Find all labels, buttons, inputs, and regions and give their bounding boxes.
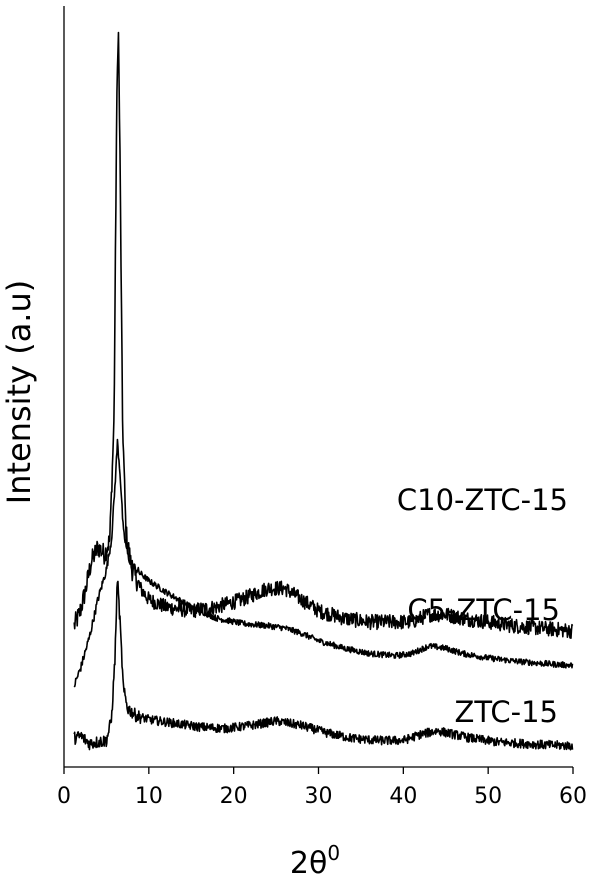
- series-line-c10-ztc-15: [73, 31, 574, 639]
- series-label-c5-ztc-15: C5-ZTC-15: [407, 593, 560, 627]
- x-tick-label-0: 0: [57, 784, 71, 809]
- x-tick-label-40: 40: [389, 784, 417, 809]
- x-axis-title-base: 2θ: [290, 846, 327, 881]
- x-tick-label-30: 30: [305, 784, 333, 809]
- series-line-ztc-15: [73, 580, 574, 751]
- axes-layer: [63, 6, 574, 774]
- x-tick-label-20: 20: [220, 784, 248, 809]
- x-tick-label-50: 50: [474, 784, 502, 809]
- series-label-ztc-15: ZTC-15: [455, 695, 559, 729]
- series-label-c10-ztc-15: C10-ZTC-15: [397, 483, 568, 517]
- x-axis-title: 2θ0: [290, 841, 340, 881]
- x-axis-title-superscript: 0: [327, 841, 340, 865]
- x-tick-label-60: 60: [559, 784, 587, 809]
- series-line-c5-ztc-15: [73, 438, 574, 688]
- series-layer: [73, 31, 574, 751]
- y-axis-title: Intensity (a.u): [0, 280, 38, 504]
- x-tick-label-10: 10: [135, 784, 163, 809]
